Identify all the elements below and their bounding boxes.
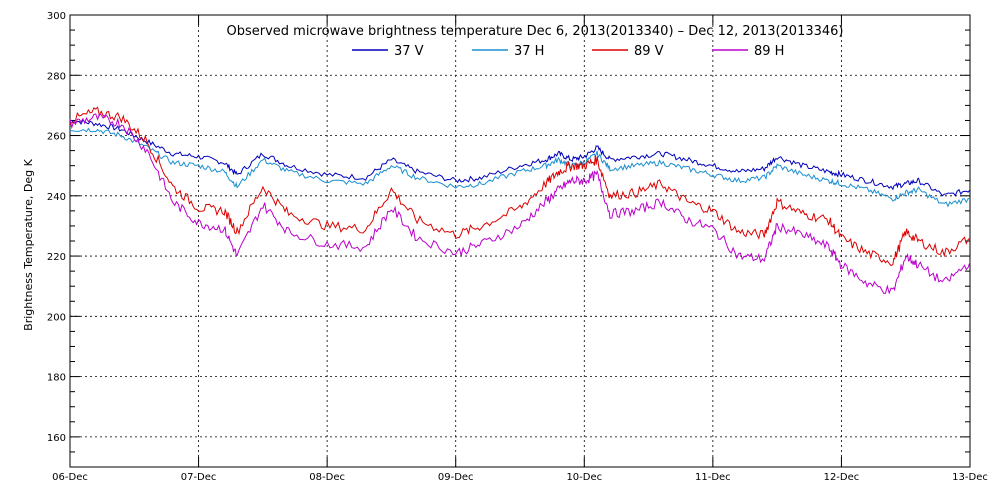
- x-tick-label: 13-Dec: [952, 472, 988, 483]
- y-tick-label: 300: [47, 11, 66, 22]
- y-tick-label: 160: [47, 433, 66, 444]
- x-tick-label: 07-Dec: [181, 472, 217, 483]
- y-tick-label: 180: [47, 373, 66, 384]
- y-tick-label: 200: [47, 312, 66, 323]
- y-axis-label: Brightness Temperature, Deg K: [22, 158, 35, 330]
- series-lines: [69, 106, 971, 295]
- legend-label-37-v: 37 V: [394, 44, 424, 59]
- legend-label-89-v: 89 V: [634, 44, 664, 59]
- y-tick-label: 240: [47, 192, 66, 203]
- grid: [70, 15, 970, 467]
- y-tick-label: 220: [47, 252, 66, 263]
- x-tick-label: 09-Dec: [438, 472, 474, 483]
- series-line-37-h: [69, 127, 971, 208]
- legend-label-89-h: 89 H: [754, 44, 784, 59]
- axes: 160 180 200 220 240 260 280 300 06-Dec 07-Dec 08-D…: [47, 11, 988, 483]
- legend: 37 V 37 H 89 V 89 H: [352, 44, 784, 59]
- series-line-89-h: [69, 113, 971, 295]
- y-tick-label: 260: [47, 132, 66, 143]
- x-tick-label: 12-Dec: [824, 472, 860, 483]
- x-tick-label: 08-Dec: [309, 472, 345, 483]
- series-line-37-v: [69, 119, 971, 197]
- x-tick-label: 11-Dec: [695, 472, 731, 483]
- legend-label-37-h: 37 H: [514, 44, 544, 59]
- chart-title: Observed microwave brightness temperatur…: [226, 24, 843, 39]
- x-tick-label: 06-Dec: [52, 472, 88, 483]
- y-tick-label: 280: [47, 71, 66, 82]
- plot-frame: [69, 14, 971, 468]
- series-line-89-v: [69, 106, 971, 267]
- x-tick-label: 10-Dec: [566, 472, 602, 483]
